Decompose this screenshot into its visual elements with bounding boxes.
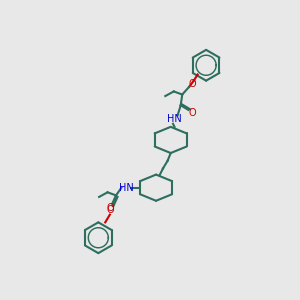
Text: O: O [106, 203, 114, 214]
Text: O: O [188, 108, 196, 118]
Text: O: O [106, 205, 114, 215]
Text: HN: HN [119, 183, 134, 193]
Text: HN: HN [167, 114, 182, 124]
Text: O: O [188, 79, 196, 89]
